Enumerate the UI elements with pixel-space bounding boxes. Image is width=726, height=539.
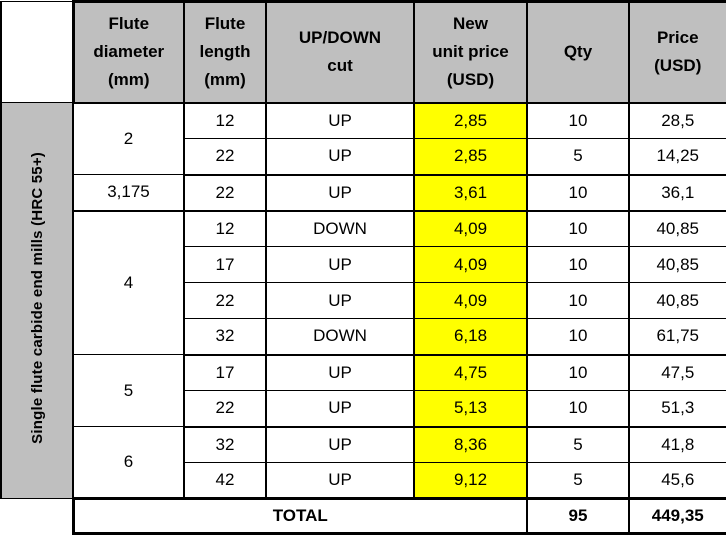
flute-length-cell: 32 — [183, 426, 267, 463]
table-row: 22 UP 5,13 10 51,3 — [1, 390, 726, 428]
cut-cell: UP — [265, 282, 415, 319]
unit-price-cell: 8,36 — [413, 426, 528, 463]
total-qty-cell: 95 — [526, 497, 630, 535]
flute-length-cell: 17 — [183, 246, 267, 283]
total-label: TOTAL — [71, 497, 528, 535]
col-header-new-unit-price: New unit price (USD) — [413, 0, 528, 104]
price-cell: 40,85 — [628, 210, 726, 247]
flute-length-cell: 22 — [183, 282, 267, 319]
qty-cell: 10 — [526, 174, 630, 212]
price-cell: 41,8 — [628, 426, 726, 463]
qty-cell: 10 — [526, 102, 630, 139]
qty-cell: 5 — [526, 138, 630, 176]
table-row: Single flute carbide end mills (HRC 55+)… — [0, 102, 726, 499]
price-cell: 14,25 — [628, 138, 726, 176]
flute-length-cell: 17 — [183, 354, 267, 391]
unit-price-cell: 6,18 — [413, 318, 528, 356]
cut-cell: UP — [265, 138, 415, 176]
category-label: Single flute carbide end mills (HRC 55+) — [28, 152, 46, 444]
qty-cell: 10 — [526, 318, 630, 356]
table-row: 4 12 DOWN 4,09 10 40,85 — [1, 210, 726, 355]
cut-cell: DOWN — [265, 318, 415, 356]
unit-price-cell: 2,85 — [413, 138, 528, 176]
col-header-qty: Qty — [526, 0, 630, 104]
price-cell: 51,3 — [628, 390, 726, 428]
col-header-cut-direction: UP/DOWN cut — [265, 0, 415, 104]
qty-cell: 10 — [526, 390, 630, 428]
unit-price-cell: 4,75 — [413, 354, 528, 391]
flute-length-cell: 22 — [183, 390, 267, 428]
cut-cell: UP — [265, 462, 415, 500]
flute-diameter-cell: 2 — [72, 102, 185, 175]
qty-cell: 10 — [526, 246, 630, 283]
flute-diameter-cell: 5 — [72, 354, 185, 427]
qty-cell: 10 — [526, 354, 630, 391]
price-cell: 40,85 — [628, 246, 726, 283]
flute-length-cell: 32 — [183, 318, 267, 356]
col-header-flute-diameter: Flute diameter (mm) — [71, 0, 185, 104]
flute-length-cell: 42 — [183, 462, 267, 500]
table-row: 22 UP 4,09 10 40,85 — [1, 282, 726, 319]
unit-price-cell: 9,12 — [413, 462, 528, 500]
price-cell: 47,5 — [628, 354, 726, 391]
qty-cell: 10 — [526, 210, 630, 247]
table-row: 3,175 22 UP 3,61 10 36,1 — [1, 174, 726, 212]
flute-length-cell: 12 — [183, 210, 267, 247]
category-sidebar: Single flute carbide end mills (HRC 55+) — [0, 102, 74, 499]
qty-cell: 10 — [526, 282, 630, 319]
flute-diameter-cell: 3,175 — [72, 174, 185, 212]
table-row: 17 UP 4,09 10 40,85 — [1, 246, 726, 283]
col-header-price: Price (USD) — [628, 0, 726, 104]
cut-cell: UP — [265, 426, 415, 463]
cut-cell: UP — [265, 102, 415, 139]
qty-cell: 5 — [526, 426, 630, 463]
unit-price-cell: 4,09 — [413, 246, 528, 283]
price-cell: 40,85 — [628, 282, 726, 319]
flute-length-cell: 22 — [183, 138, 267, 176]
cut-cell: UP — [265, 174, 415, 212]
price-cell: 45,6 — [628, 462, 726, 500]
total-row: TOTAL 95 449,35 — [1, 497, 726, 535]
total-price-cell: 449,35 — [628, 497, 726, 535]
price-cell: 28,5 — [628, 102, 726, 139]
table-row: 6 32 UP 8,36 5 41,8 — [1, 426, 726, 499]
cut-cell: UP — [265, 390, 415, 428]
flute-length-cell: 12 — [183, 102, 267, 139]
table-row: 42 UP 9,12 5 45,6 — [1, 462, 726, 500]
unit-price-cell: 4,09 — [413, 210, 528, 247]
header-row: Flute diameter (mm) Flute length (mm) UP… — [0, 0, 726, 104]
flute-diameter-cell: 4 — [72, 210, 185, 355]
unit-price-cell: 3,61 — [413, 174, 528, 212]
qty-cell: 5 — [526, 462, 630, 500]
table-row: 22 UP 2,85 5 14,25 — [1, 138, 726, 176]
table-row: 32 DOWN 6,18 10 61,75 — [1, 318, 726, 356]
cut-cell: UP — [265, 354, 415, 391]
unit-price-cell: 5,13 — [413, 390, 528, 428]
flute-length-cell: 22 — [183, 174, 267, 212]
empty-corner — [0, 1, 74, 103]
cut-cell: UP — [265, 246, 415, 283]
unit-price-cell: 4,09 — [413, 282, 528, 319]
empty-corner — [1, 498, 73, 534]
table-row: 5 17 UP 4,75 10 47,5 — [1, 354, 726, 427]
unit-price-cell: 2,85 — [413, 102, 528, 139]
flute-diameter-cell: 6 — [72, 426, 185, 499]
price-cell: 36,1 — [628, 174, 726, 212]
price-cell: 61,75 — [628, 318, 726, 356]
cut-cell: DOWN — [265, 210, 415, 247]
col-header-flute-length: Flute length (mm) — [183, 0, 267, 104]
